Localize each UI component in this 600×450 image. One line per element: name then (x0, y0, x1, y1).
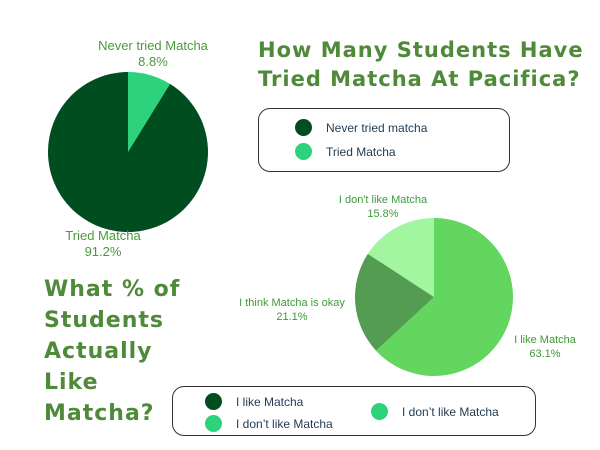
legend-item: Tried Matcha (295, 143, 396, 160)
legend-label: I don’t like Matcha (236, 416, 333, 431)
pie-slice-never-tried-matcha (128, 72, 171, 152)
slice-value-label: 8.8% (138, 54, 168, 69)
legend-swatch (205, 393, 222, 410)
chart2-label-like: I like Matcha 63.1% (500, 333, 590, 361)
pie-slice-i-think-matcha-is-okay (355, 253, 434, 351)
legend-swatch (295, 143, 312, 160)
chart2-title-line: Matcha? (44, 401, 155, 426)
slice-value-label: 91.2% (84, 244, 122, 259)
pie-slice-i-like-matcha (376, 218, 513, 376)
chart2-pie (355, 218, 513, 376)
chart2-label-dislike: I don't like Matcha 15.8% (318, 193, 448, 221)
chart2-title: What % of Students Actually Like Matcha? (44, 274, 180, 429)
chart1-legend: Never tried matcha Tried Matcha (258, 108, 510, 172)
chart2-title-line: What % of (44, 277, 181, 302)
legend-swatch (205, 415, 222, 432)
legend-swatch (295, 119, 312, 136)
legend-item: I like Matcha (205, 393, 303, 410)
legend-item: I don’t like Matcha (371, 403, 499, 420)
legend-swatch (371, 403, 388, 420)
legend-label: I don’t like Matcha (402, 404, 499, 419)
legend-label: I like Matcha (236, 394, 304, 409)
legend-item: Never tried matcha (295, 119, 427, 136)
slice-label: I think Matcha is okay (239, 297, 345, 309)
slice-label: I like Matcha (514, 334, 576, 346)
slice-value-label: 15.8% (367, 208, 399, 220)
slice-label: Tried Matcha (65, 228, 141, 243)
chart1-label-tried: Tried Matcha 91.2% (48, 228, 158, 260)
slice-label: I don't like Matcha (338, 194, 428, 206)
chart2-title-line: Like (44, 370, 99, 395)
chart2-title-line: Students (44, 308, 164, 333)
slice-value-label: 63.1% (529, 348, 561, 360)
chart2-label-okay: I think Matcha is okay 21.1% (222, 296, 362, 324)
legend-label: Tried Matcha (326, 144, 396, 159)
slice-label: Never tried Matcha (98, 38, 208, 53)
chart1-title-line: How Many Students Have (258, 38, 584, 62)
slice-value-label: 21.1% (276, 311, 308, 323)
chart1-title: How Many Students Have Tried Matcha At P… (258, 36, 584, 94)
chart2-legend: I like Matcha I don’t like Matcha I don’… (172, 386, 536, 436)
pie-slice-tried-matcha (47, 72, 208, 232)
legend-item: I don’t like Matcha (205, 415, 333, 432)
pie-slice-i-don-t-like-matcha (367, 218, 434, 297)
chart1-title-line: Tried Matcha At Pacifica? (258, 67, 581, 91)
legend-label: Never tried matcha (326, 120, 428, 135)
chart2-title-line: Actually (44, 339, 153, 364)
chart1-pie (47, 72, 208, 232)
chart1-label-never: Never tried Matcha 8.8% (88, 38, 218, 70)
